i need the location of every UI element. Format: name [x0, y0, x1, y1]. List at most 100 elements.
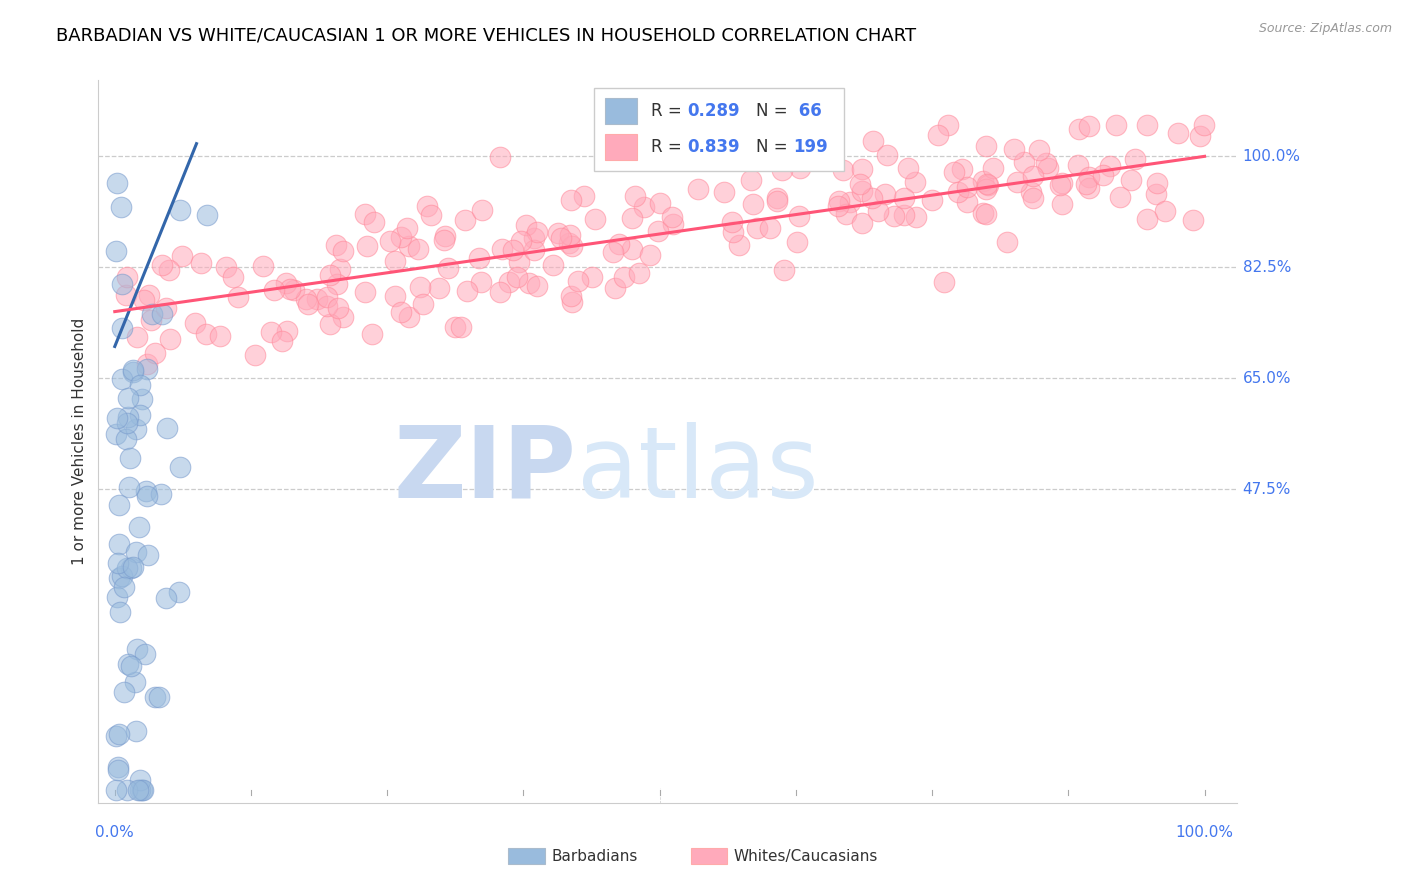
- Point: [828, 194, 851, 208]
- Point: [243, 348, 266, 362]
- Point: [222, 270, 245, 285]
- Point: [561, 294, 583, 309]
- Point: [136, 357, 159, 371]
- Point: [789, 161, 811, 176]
- Point: [550, 231, 572, 245]
- Point: [332, 310, 354, 324]
- Text: Barbadians: Barbadians: [551, 849, 638, 863]
- Point: [433, 233, 456, 247]
- Point: [765, 194, 787, 209]
- Point: [1028, 143, 1050, 157]
- Point: [128, 519, 150, 533]
- Point: [118, 480, 141, 494]
- Point: [936, 118, 959, 132]
- Point: [117, 657, 139, 671]
- Point: [1021, 191, 1043, 205]
- Point: [1091, 168, 1114, 182]
- Point: [583, 211, 606, 226]
- Point: [720, 215, 742, 229]
- Point: [1005, 175, 1028, 189]
- Point: [184, 316, 207, 330]
- Point: [412, 297, 434, 311]
- Text: R =: R =: [651, 103, 686, 120]
- Point: [1049, 178, 1071, 192]
- Point: [127, 783, 149, 797]
- Point: [470, 275, 492, 289]
- Point: [981, 161, 1004, 175]
- Point: [107, 763, 129, 777]
- Point: [325, 237, 347, 252]
- Point: [136, 548, 159, 562]
- Point: [427, 280, 450, 294]
- Point: [1167, 126, 1189, 140]
- Point: [848, 178, 870, 192]
- Point: [851, 184, 873, 198]
- Point: [434, 229, 457, 244]
- Point: [354, 207, 377, 221]
- Point: [124, 724, 146, 739]
- Point: [108, 498, 131, 512]
- Point: [786, 235, 808, 249]
- Point: [134, 647, 156, 661]
- Point: [1019, 185, 1042, 199]
- Point: [1077, 119, 1099, 133]
- Point: [893, 191, 915, 205]
- Point: [547, 227, 569, 241]
- Point: [215, 260, 238, 275]
- Point: [316, 299, 339, 313]
- Point: [741, 197, 763, 211]
- Point: [851, 215, 873, 229]
- Point: [787, 209, 810, 223]
- Point: [118, 450, 141, 465]
- Text: ZIP: ZIP: [394, 422, 576, 519]
- Point: [897, 161, 920, 175]
- Point: [605, 281, 627, 295]
- Point: [956, 180, 979, 194]
- Point: [1067, 158, 1090, 172]
- Point: [627, 266, 650, 280]
- Point: [453, 213, 475, 227]
- Point: [105, 177, 128, 191]
- Point: [398, 239, 420, 253]
- Point: [419, 208, 441, 222]
- Text: 100.0%: 100.0%: [1243, 149, 1301, 164]
- Point: [860, 191, 883, 205]
- Point: [409, 279, 432, 293]
- Point: [976, 177, 998, 191]
- Point: [974, 182, 997, 196]
- Point: [115, 417, 138, 431]
- Point: [943, 165, 966, 179]
- Point: [117, 391, 139, 405]
- Point: [613, 269, 636, 284]
- Point: [946, 185, 969, 199]
- Point: [956, 194, 979, 209]
- Point: [297, 297, 319, 311]
- Point: [567, 274, 589, 288]
- Point: [876, 148, 898, 162]
- Point: [509, 234, 531, 248]
- Point: [444, 320, 467, 334]
- Point: [932, 275, 955, 289]
- Point: [1050, 176, 1073, 190]
- Point: [1136, 118, 1159, 132]
- Point: [905, 210, 928, 224]
- Point: [143, 346, 166, 360]
- Text: 65.0%: 65.0%: [1243, 371, 1291, 385]
- Point: [354, 285, 377, 299]
- Point: [558, 228, 581, 243]
- Point: [1144, 186, 1167, 201]
- Point: [832, 162, 855, 177]
- Point: [558, 236, 581, 251]
- Point: [141, 307, 163, 321]
- Point: [526, 279, 548, 293]
- Point: [721, 225, 744, 239]
- Point: [1067, 122, 1090, 136]
- Point: [104, 729, 127, 743]
- Point: [276, 276, 298, 290]
- Point: [152, 258, 174, 272]
- Point: [104, 426, 127, 441]
- Point: [498, 275, 520, 289]
- Text: atlas: atlas: [576, 422, 818, 519]
- Point: [977, 178, 1000, 192]
- Point: [120, 659, 142, 673]
